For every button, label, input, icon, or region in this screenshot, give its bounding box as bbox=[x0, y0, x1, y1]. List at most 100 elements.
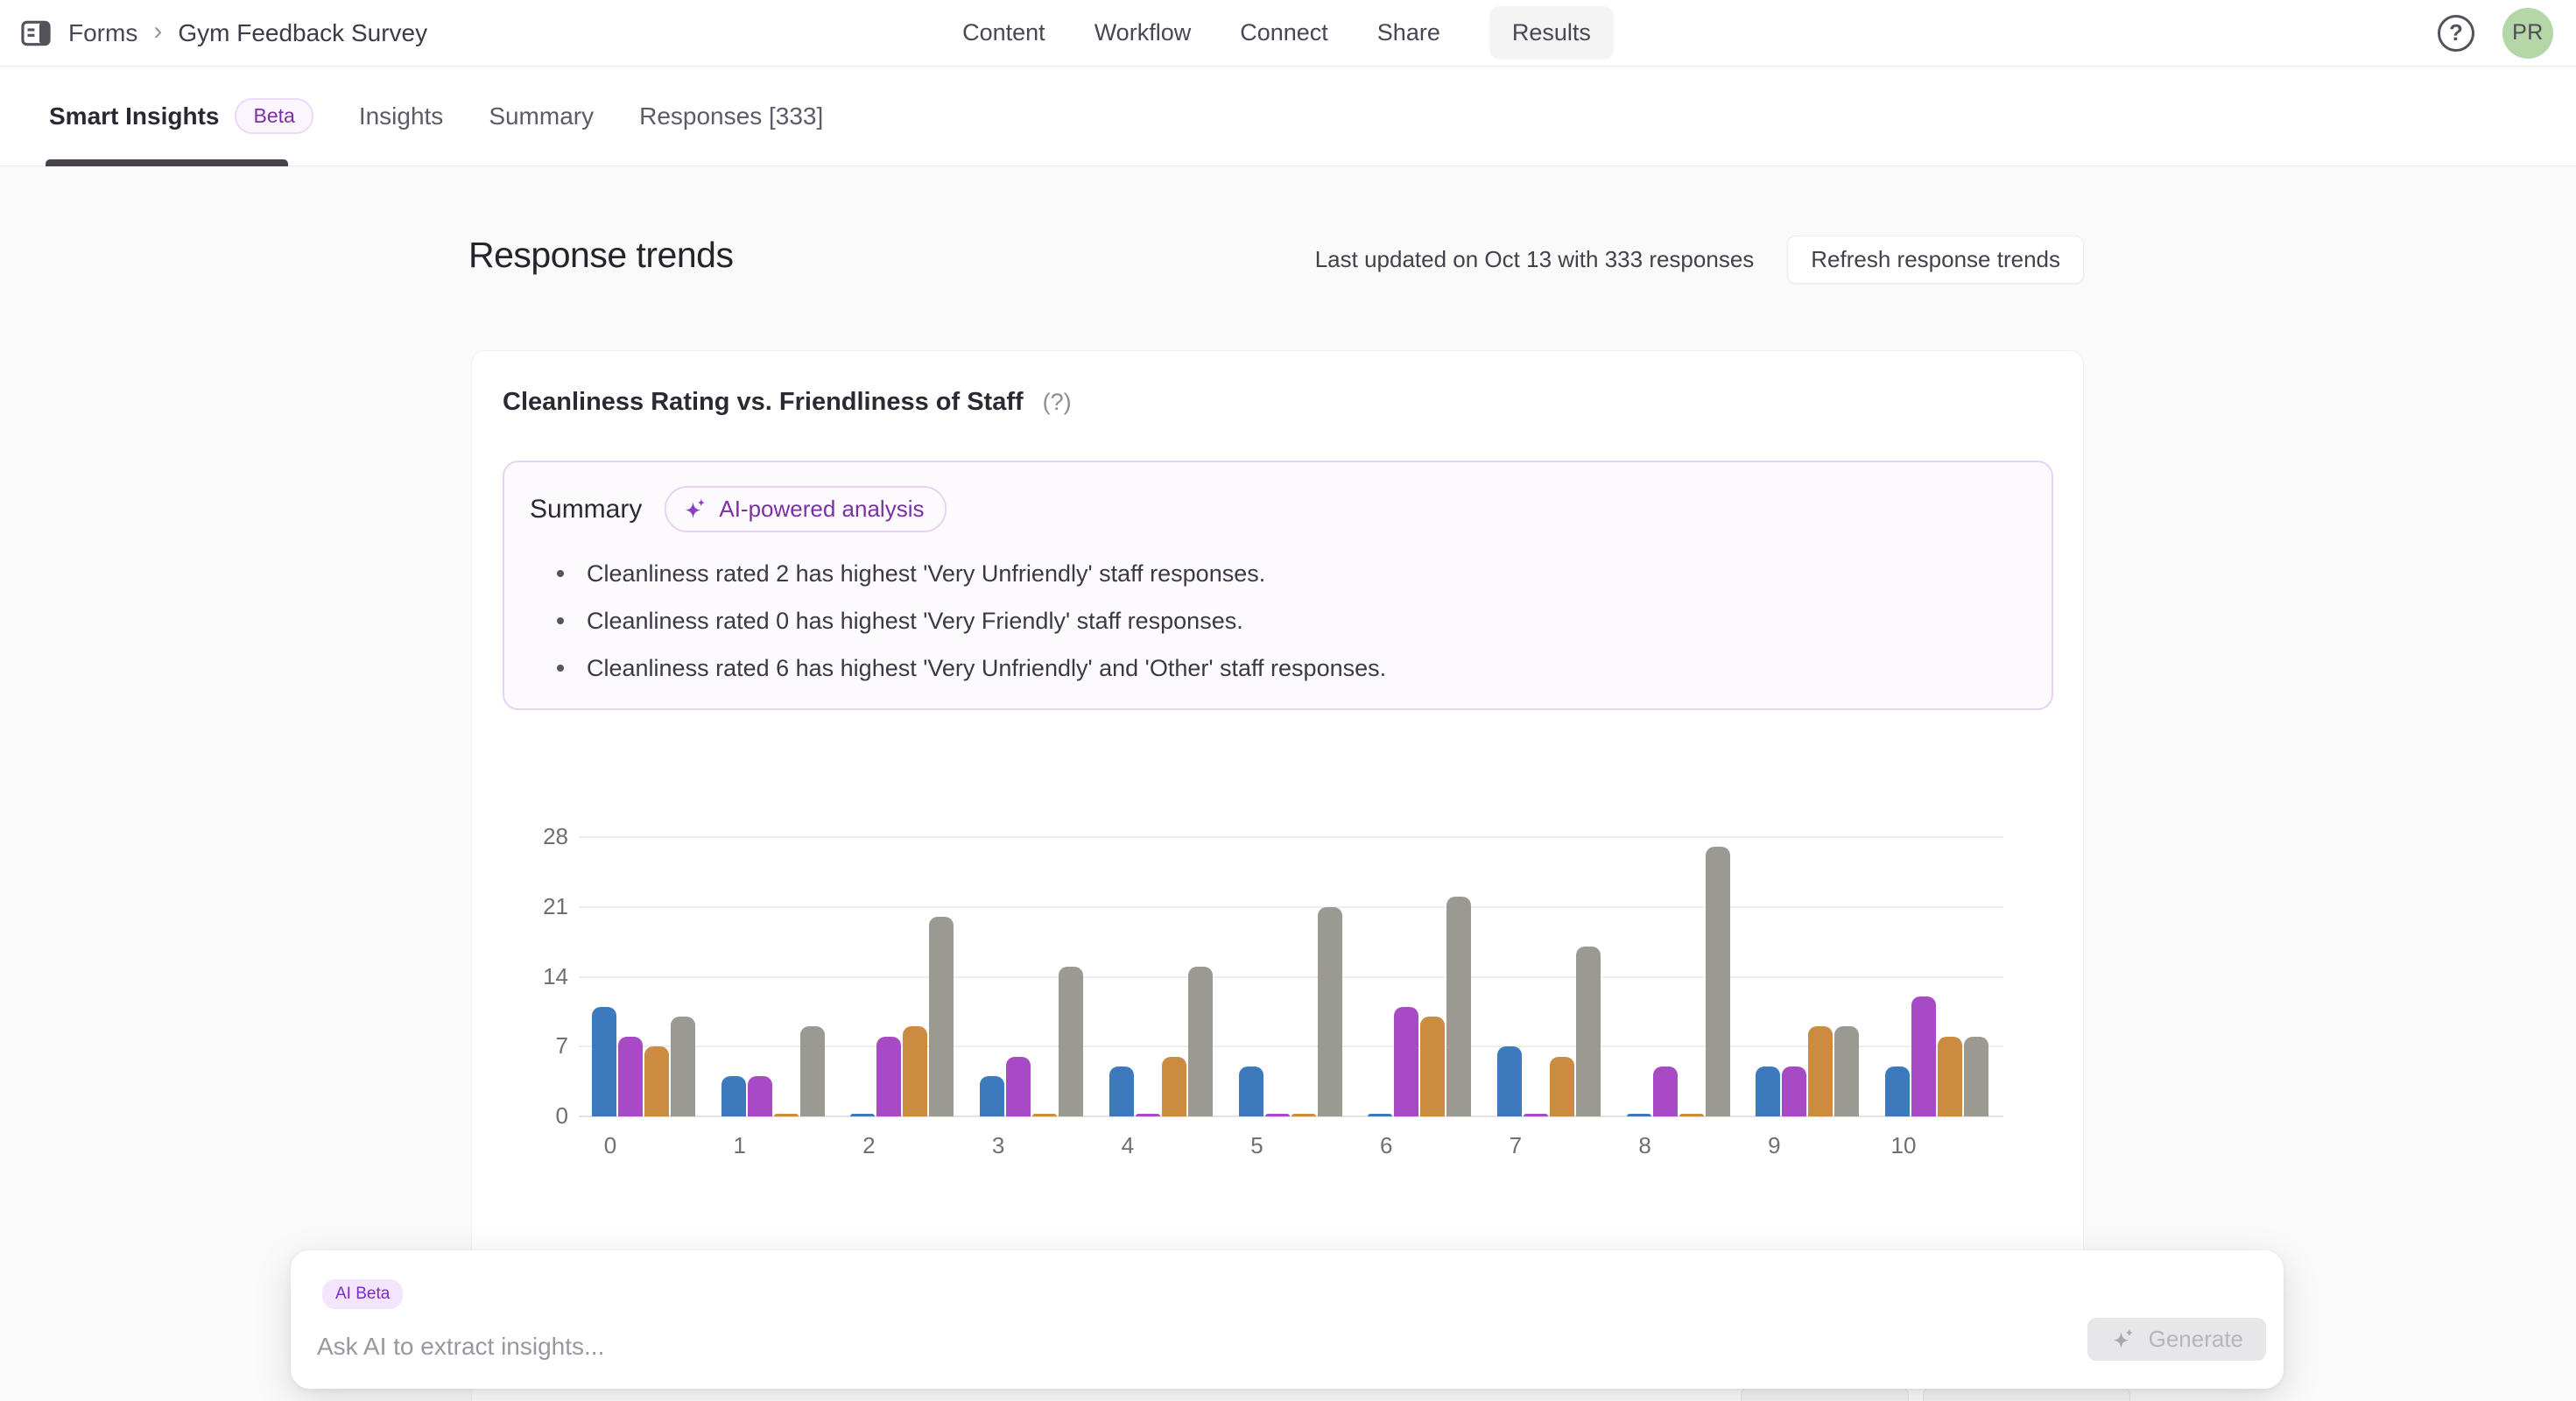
bar-purple-x4[interactable] bbox=[1135, 1113, 1160, 1116]
bar-gray-x6[interactable] bbox=[1446, 897, 1472, 1116]
tab-summary[interactable]: Summary bbox=[489, 102, 595, 130]
bar-gray-x8[interactable] bbox=[1705, 847, 1730, 1116]
summary-bullet: Cleanliness rated 2 has highest 'Very Un… bbox=[557, 550, 1386, 597]
bar-orange-x0[interactable] bbox=[644, 1046, 669, 1116]
tab-smart-insights[interactable]: Smart Insights Beta bbox=[49, 98, 313, 134]
helpful-label: Helpful bbox=[1808, 1400, 1882, 1401]
bullet-dot bbox=[557, 617, 564, 624]
bar-gray-x0[interactable] bbox=[671, 1017, 695, 1116]
ai-powered-analysis-label: AI-powered analysis bbox=[719, 496, 925, 522]
summary-bullet-text: Cleanliness rated 0 has highest 'Very Fr… bbox=[587, 607, 1243, 634]
tab-insights[interactable]: Insights bbox=[358, 102, 444, 130]
sparkles-icon bbox=[2113, 1328, 2133, 1348]
ask-ai-input[interactable] bbox=[317, 1325, 1981, 1369]
nav-item-content[interactable]: Content bbox=[962, 19, 1045, 46]
generate-button[interactable]: Generate bbox=[2087, 1318, 2266, 1361]
bar-blue-x8[interactable] bbox=[1626, 1113, 1651, 1116]
bar-purple-x1[interactable] bbox=[747, 1076, 772, 1116]
bar-gray-x2[interactable] bbox=[929, 917, 954, 1116]
bar-blue-x9[interactable] bbox=[1756, 1067, 1781, 1116]
bar-purple-x2[interactable] bbox=[876, 1036, 902, 1116]
bar-gray-x9[interactable] bbox=[1834, 1026, 1860, 1116]
bar-gray-x3[interactable] bbox=[1059, 967, 1084, 1116]
bar-blue-x6[interactable] bbox=[1368, 1113, 1393, 1116]
bar-blue-x1[interactable] bbox=[721, 1076, 746, 1116]
chart-feedback-buttons: Helpful Not helpful bbox=[1741, 1385, 2131, 1401]
forms-logo-icon[interactable] bbox=[19, 17, 53, 50]
gridline-y14 bbox=[579, 975, 2003, 978]
bar-blue-x5[interactable] bbox=[1238, 1067, 1263, 1116]
page-title: Gym Feedback Survey bbox=[178, 18, 428, 46]
bar-purple-x9[interactable] bbox=[1782, 1067, 1807, 1116]
top-nav: Content Workflow Connect Share Results bbox=[962, 0, 1614, 66]
bar-gray-x4[interactable] bbox=[1187, 967, 1213, 1116]
nav-item-connect[interactable]: Connect bbox=[1240, 19, 1328, 46]
chart-card-title: Cleanliness Rating vs. Friendliness of S… bbox=[503, 388, 1024, 416]
active-tab-underline bbox=[46, 159, 288, 166]
bullet-dot bbox=[557, 570, 564, 577]
results-tab-bar: Smart Insights Beta Insights Summary Res… bbox=[0, 67, 2576, 166]
ai-ask-bar: AI Beta Generate bbox=[291, 1250, 2284, 1389]
x-axis-tick-label: 8 bbox=[1638, 1132, 1651, 1158]
bar-gray-x5[interactable] bbox=[1317, 906, 1342, 1116]
tab-responses[interactable]: Responses [333] bbox=[639, 102, 824, 130]
bar-purple-x3[interactable] bbox=[1006, 1056, 1031, 1116]
bar-blue-x7[interactable] bbox=[1496, 1046, 1522, 1116]
y-axis-tick-label: 14 bbox=[543, 962, 568, 989]
tab-smart-insights-label: Smart Insights bbox=[49, 102, 220, 130]
header-right: ? PR bbox=[2438, 0, 2553, 66]
bar-gray-x1[interactable] bbox=[799, 1026, 825, 1116]
nav-item-share[interactable]: Share bbox=[1376, 19, 1440, 46]
breadcrumb-forms-link[interactable]: Forms bbox=[68, 18, 138, 46]
summary-bullet: Cleanliness rated 0 has highest 'Very Fr… bbox=[557, 597, 1386, 644]
bar-purple-x7[interactable] bbox=[1523, 1113, 1548, 1116]
bar-orange-x3[interactable] bbox=[1032, 1113, 1058, 1116]
breadcrumb: Forms › Gym Feedback Survey bbox=[19, 0, 427, 66]
x-axis-tick-label: 10 bbox=[1890, 1132, 1917, 1158]
x-axis-tick-label: 9 bbox=[1768, 1132, 1781, 1158]
bar-gray-x10[interactable] bbox=[1964, 1036, 1988, 1116]
bar-orange-x1[interactable] bbox=[773, 1113, 799, 1116]
bar-gray-x7[interactable] bbox=[1575, 947, 1601, 1116]
bar-orange-x10[interactable] bbox=[1938, 1036, 1962, 1116]
x-axis-tick-label: 7 bbox=[1509, 1132, 1523, 1158]
bar-blue-x3[interactable] bbox=[980, 1076, 1005, 1116]
gridline-y7 bbox=[579, 1045, 2003, 1048]
nav-item-workflow[interactable]: Workflow bbox=[1094, 19, 1192, 46]
response-trends-title: Response trends bbox=[468, 235, 734, 275]
bar-blue-x4[interactable] bbox=[1109, 1067, 1134, 1116]
bar-orange-x9[interactable] bbox=[1808, 1026, 1833, 1116]
y-axis-tick-label: 7 bbox=[555, 1032, 568, 1060]
gridline-y21 bbox=[579, 905, 2003, 908]
bar-orange-x6[interactable] bbox=[1420, 1017, 1446, 1116]
bar-blue-x0[interactable] bbox=[592, 1006, 616, 1116]
summary-bullet-text: Cleanliness rated 2 has highest 'Very Un… bbox=[587, 560, 1266, 587]
bar-purple-x8[interactable] bbox=[1652, 1067, 1678, 1116]
bar-blue-x10[interactable] bbox=[1885, 1067, 1910, 1116]
refresh-response-trends-button[interactable]: Refresh response trends bbox=[1787, 235, 2084, 284]
bar-orange-x5[interactable] bbox=[1291, 1113, 1316, 1116]
bar-purple-x6[interactable] bbox=[1394, 1006, 1419, 1116]
bar-blue-x2[interactable] bbox=[850, 1113, 876, 1116]
summary-bullet: Cleanliness rated 6 has highest 'Very Un… bbox=[557, 644, 1386, 692]
x-axis-tick-label: 3 bbox=[991, 1132, 1005, 1158]
bar-orange-x4[interactable] bbox=[1161, 1056, 1186, 1116]
nav-item-results[interactable]: Results bbox=[1489, 6, 1614, 60]
bar-purple-x5[interactable] bbox=[1264, 1113, 1290, 1116]
not-helpful-label: Not helpful bbox=[1990, 1400, 2103, 1401]
ai-powered-analysis-badge: AI-powered analysis bbox=[665, 486, 947, 532]
avatar[interactable]: PR bbox=[2502, 7, 2553, 59]
ai-summary-box: Summary AI-powered analysis Cleanliness … bbox=[503, 461, 2053, 710]
chart-help-hint[interactable]: (?) bbox=[1042, 389, 1072, 415]
bar-orange-x7[interactable] bbox=[1549, 1056, 1574, 1116]
sparkles-icon bbox=[686, 498, 706, 518]
bar-orange-x2[interactable] bbox=[903, 1026, 928, 1116]
last-updated-text: Last updated on Oct 13 with 333 response… bbox=[1314, 245, 1755, 272]
bar-orange-x8[interactable] bbox=[1679, 1113, 1704, 1116]
help-icon[interactable]: ? bbox=[2438, 14, 2474, 52]
bar-purple-x10[interactable] bbox=[1911, 996, 1936, 1116]
gridline-y0 bbox=[579, 1116, 2003, 1117]
x-axis-tick-label: 6 bbox=[1379, 1132, 1393, 1158]
bar-purple-x0[interactable] bbox=[618, 1036, 643, 1116]
summary-bullet-text: Cleanliness rated 6 has highest 'Very Un… bbox=[587, 654, 1387, 681]
